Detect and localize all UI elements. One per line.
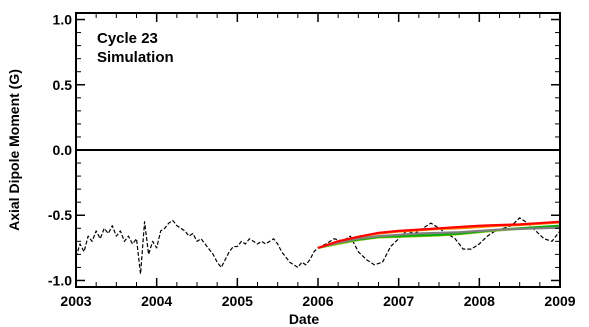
y-tick-label: -0.5 — [48, 207, 72, 223]
x-tick-label: 2005 — [222, 293, 253, 309]
x-axis-label: Date — [289, 311, 320, 327]
x-tick-label: 2009 — [544, 293, 575, 309]
simulation-series-line-5 — [317, 220, 561, 249]
annotation-simulation: Simulation — [97, 49, 174, 66]
tick-label-layer: 2003 2004 2005 2006 2007 2008 2009 -1.0 -0.5 0.0 0… — [48, 12, 576, 309]
x-tick-label: 2008 — [464, 293, 495, 309]
y-tick-label: 0.5 — [53, 77, 73, 93]
x-tick-label: 2006 — [302, 293, 333, 309]
x-tick-label: 2003 — [60, 293, 91, 309]
y-tick-label: 0.0 — [53, 142, 73, 158]
x-tick-label: 2007 — [383, 293, 414, 309]
simulation-series-line-3 — [317, 226, 561, 249]
y-axis-label: Axial Dipole Moment (G) — [6, 69, 22, 231]
x-tick-label: 2004 — [141, 293, 172, 309]
annotation-cycle: Cycle 23 — [97, 30, 158, 47]
tick-layer — [75, 13, 561, 287]
y-tick-label: 1.0 — [53, 12, 73, 28]
y-tick-label: -1.0 — [48, 272, 72, 288]
observed-series-line — [75, 217, 561, 275]
series-layer — [75, 217, 561, 275]
